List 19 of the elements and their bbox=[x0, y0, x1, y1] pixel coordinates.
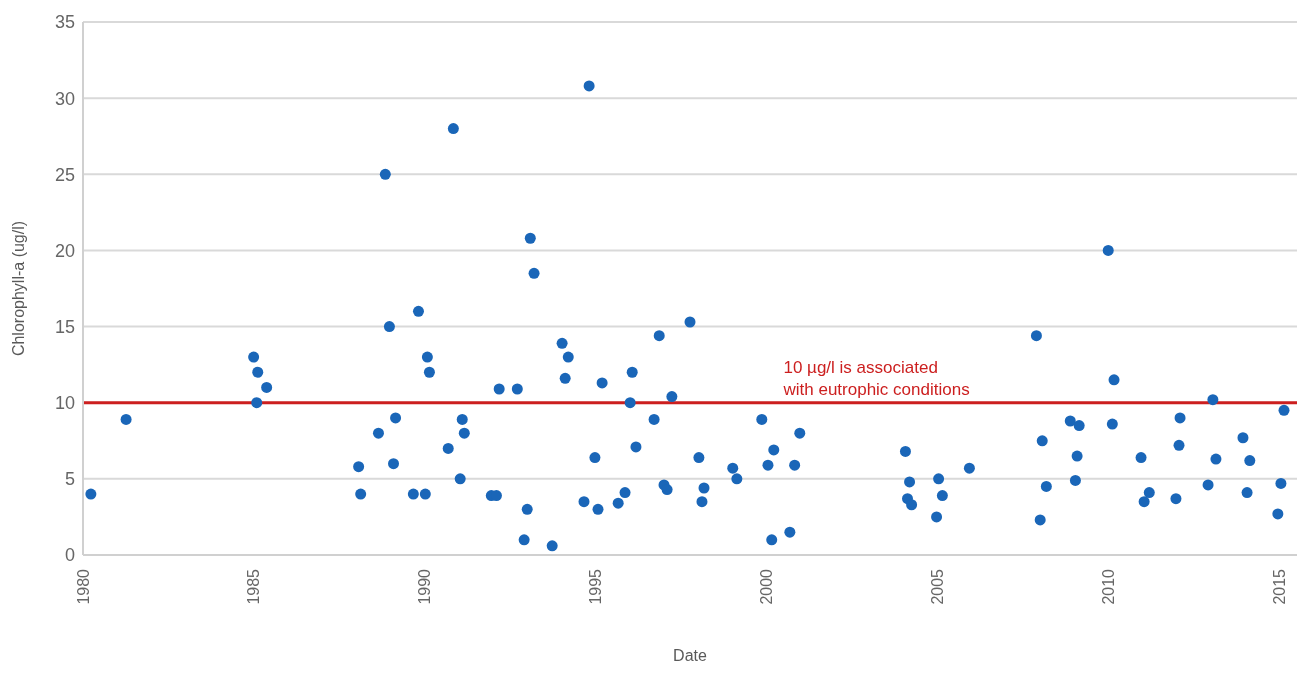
y-tick-label: 35 bbox=[54, 12, 75, 33]
y-tick-label: 30 bbox=[54, 88, 75, 109]
y-tick-label: 10 bbox=[54, 393, 75, 414]
y-tick-label: 15 bbox=[54, 316, 75, 337]
y-tick-label: 5 bbox=[64, 469, 75, 490]
x-tick-label: 2005 bbox=[929, 568, 947, 605]
y-axis-title: Chlorophyll-a (ug/l) bbox=[9, 220, 27, 357]
x-axis-title: Date bbox=[673, 647, 707, 664]
x-tick-label: 1985 bbox=[245, 568, 263, 605]
x-tick-label: 1980 bbox=[74, 568, 92, 605]
ref-line-label: 10 µg/l is associated with eutrophic conditions bbox=[782, 357, 970, 399]
y-tick-label: 20 bbox=[54, 240, 75, 261]
x-tick-label: 2010 bbox=[1100, 568, 1118, 605]
y-tick-label: 25 bbox=[54, 164, 75, 185]
y-tick-label: 0 bbox=[64, 545, 75, 566]
x-tick-label: 2000 bbox=[758, 568, 776, 605]
x-tick-label: 2015 bbox=[1271, 568, 1289, 605]
x-tick-label: 1995 bbox=[587, 568, 605, 605]
x-tick-label: 1990 bbox=[416, 568, 434, 605]
